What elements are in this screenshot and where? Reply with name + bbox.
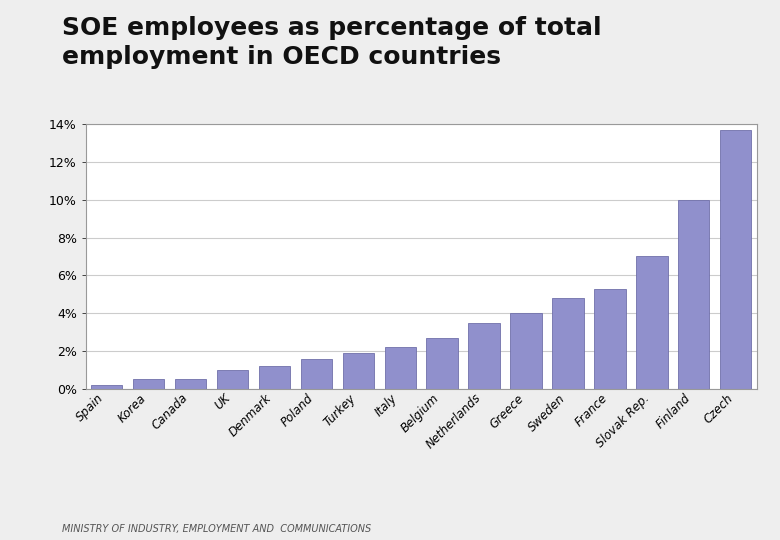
Bar <box>175 379 207 389</box>
Text: MINISTRY OF INDUSTRY, EMPLOYMENT AND  COMMUNICATIONS: MINISTRY OF INDUSTRY, EMPLOYMENT AND COM… <box>62 523 371 534</box>
Bar <box>510 313 542 389</box>
Bar <box>91 385 122 389</box>
Bar <box>342 353 374 389</box>
Bar <box>468 322 500 389</box>
Bar <box>678 200 710 389</box>
Bar <box>259 366 290 389</box>
Bar <box>720 130 751 389</box>
Bar <box>133 379 165 389</box>
Bar <box>385 347 416 389</box>
Text: SOE employees as percentage of total
employment in OECD countries: SOE employees as percentage of total emp… <box>62 16 602 69</box>
Bar <box>427 338 458 389</box>
Bar <box>300 359 332 389</box>
Bar <box>636 256 668 389</box>
Bar <box>594 288 626 389</box>
Bar <box>217 370 248 389</box>
Bar <box>552 298 583 389</box>
